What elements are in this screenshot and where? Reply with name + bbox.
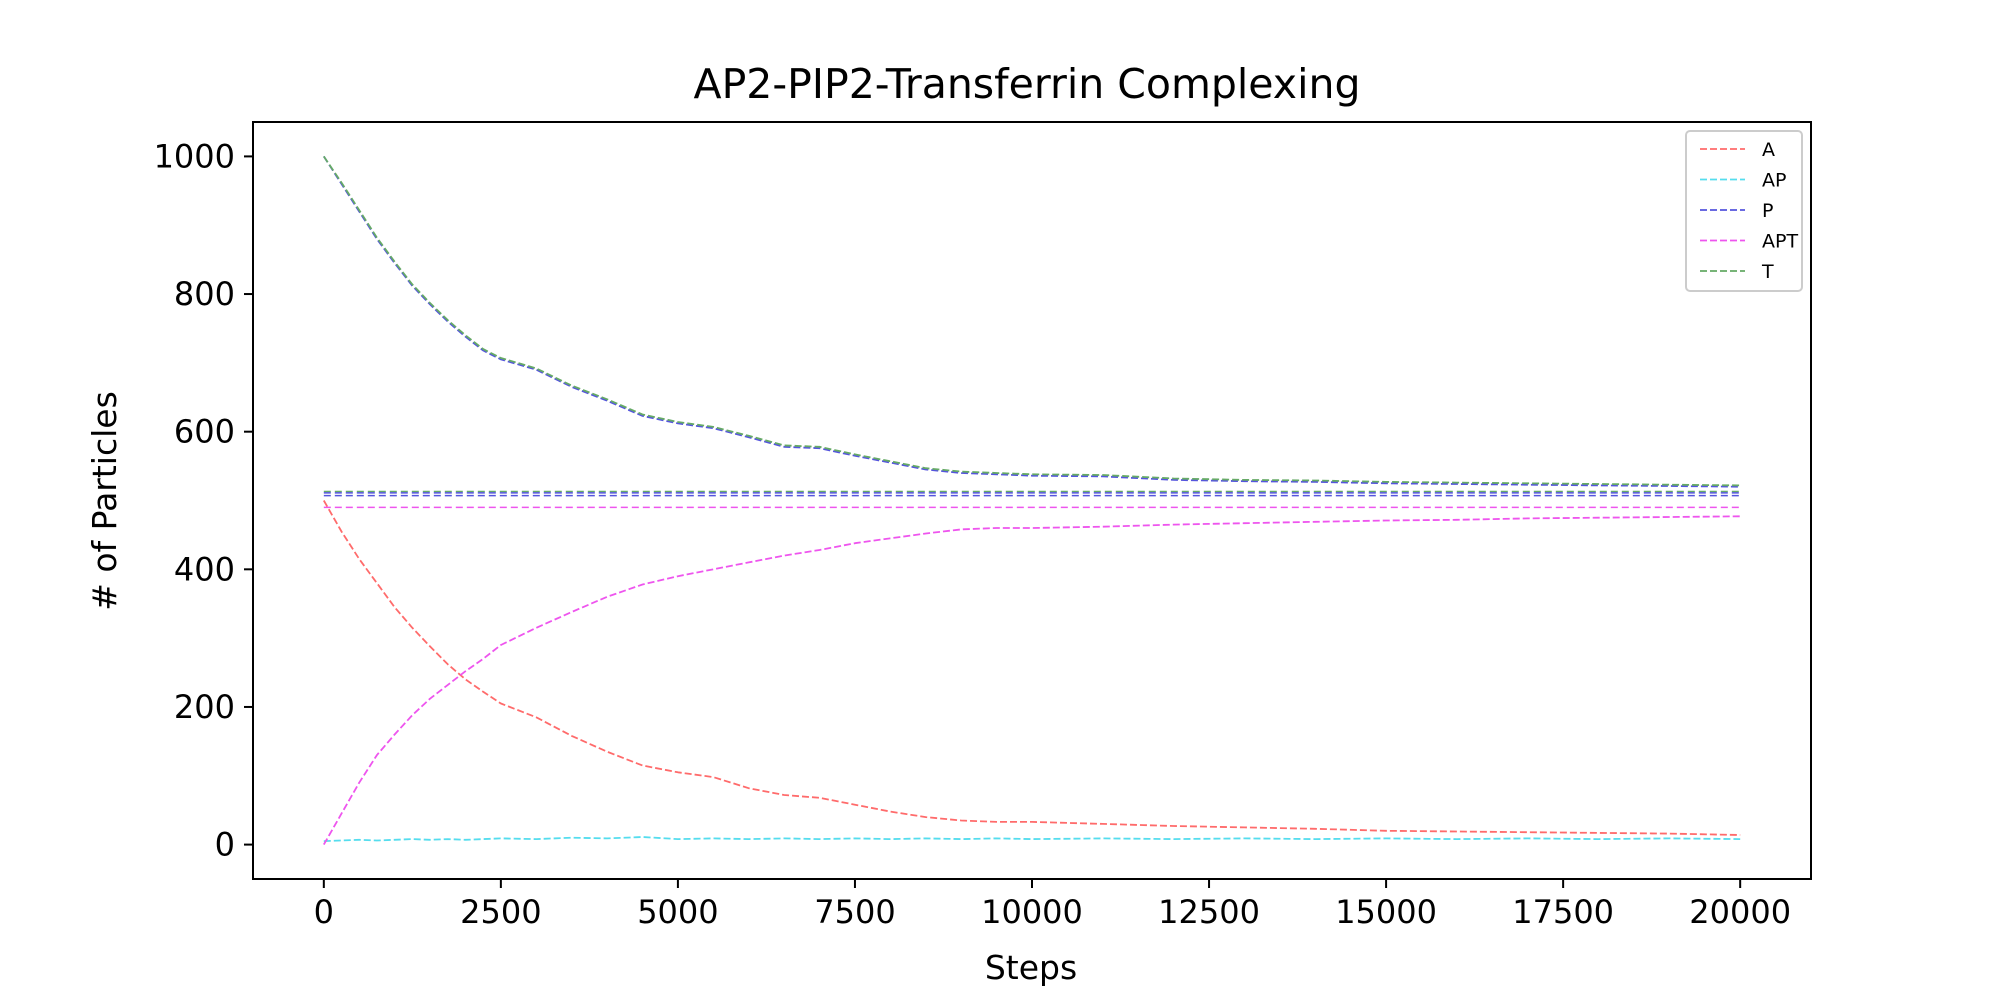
x-axis-label: Steps bbox=[985, 948, 1077, 987]
y-tick-label: 200 bbox=[174, 688, 235, 726]
x-tick-label: 12500 bbox=[1158, 893, 1260, 931]
series-line-apt bbox=[323, 515, 1741, 846]
y-axis-ticks: 0 200 400 600 800 1000 bbox=[154, 137, 253, 864]
legend: A AP P APT T bbox=[1685, 130, 1803, 292]
legend-label-t: T bbox=[1761, 261, 1774, 283]
x-tick-label: 15000 bbox=[1335, 893, 1437, 931]
y-axis-label: # of Particles bbox=[85, 391, 124, 611]
chart-title: AP2-PIP2-Transferrin Complexing bbox=[694, 60, 1361, 108]
x-tick-label: 0 bbox=[314, 893, 334, 931]
reference-lines bbox=[323, 490, 1741, 509]
x-tick-label: 17500 bbox=[1512, 893, 1614, 931]
series-lines bbox=[323, 155, 1741, 846]
x-tick-label: 7500 bbox=[814, 893, 895, 931]
legend-label-apt: APT bbox=[1762, 231, 1798, 253]
y-tick-label: 0 bbox=[215, 826, 235, 864]
legend-label-a: A bbox=[1762, 139, 1775, 161]
series-line-p bbox=[323, 155, 1741, 488]
x-axis-ticks: 0 2500 5000 7500 10000 12500 15000 17500 20000 bbox=[314, 879, 1791, 931]
y-tick-label: 600 bbox=[174, 413, 235, 451]
series-line-t bbox=[323, 155, 1741, 487]
x-tick-label: 2500 bbox=[460, 893, 541, 931]
legend-label-ap: AP bbox=[1762, 170, 1786, 192]
y-tick-label: 800 bbox=[174, 275, 235, 313]
series-line-ap bbox=[323, 836, 1741, 842]
y-tick-label: 1000 bbox=[154, 137, 235, 175]
plot-frame bbox=[252, 121, 1812, 880]
legend-box bbox=[1685, 130, 1803, 292]
x-tick-label: 20000 bbox=[1689, 893, 1791, 931]
x-tick-label: 5000 bbox=[637, 893, 718, 931]
plot-area bbox=[323, 155, 1741, 846]
y-tick-label: 400 bbox=[174, 550, 235, 588]
legend-label-p: P bbox=[1762, 200, 1773, 222]
series-line-a bbox=[323, 500, 1741, 836]
x-tick-label: 10000 bbox=[981, 893, 1083, 931]
